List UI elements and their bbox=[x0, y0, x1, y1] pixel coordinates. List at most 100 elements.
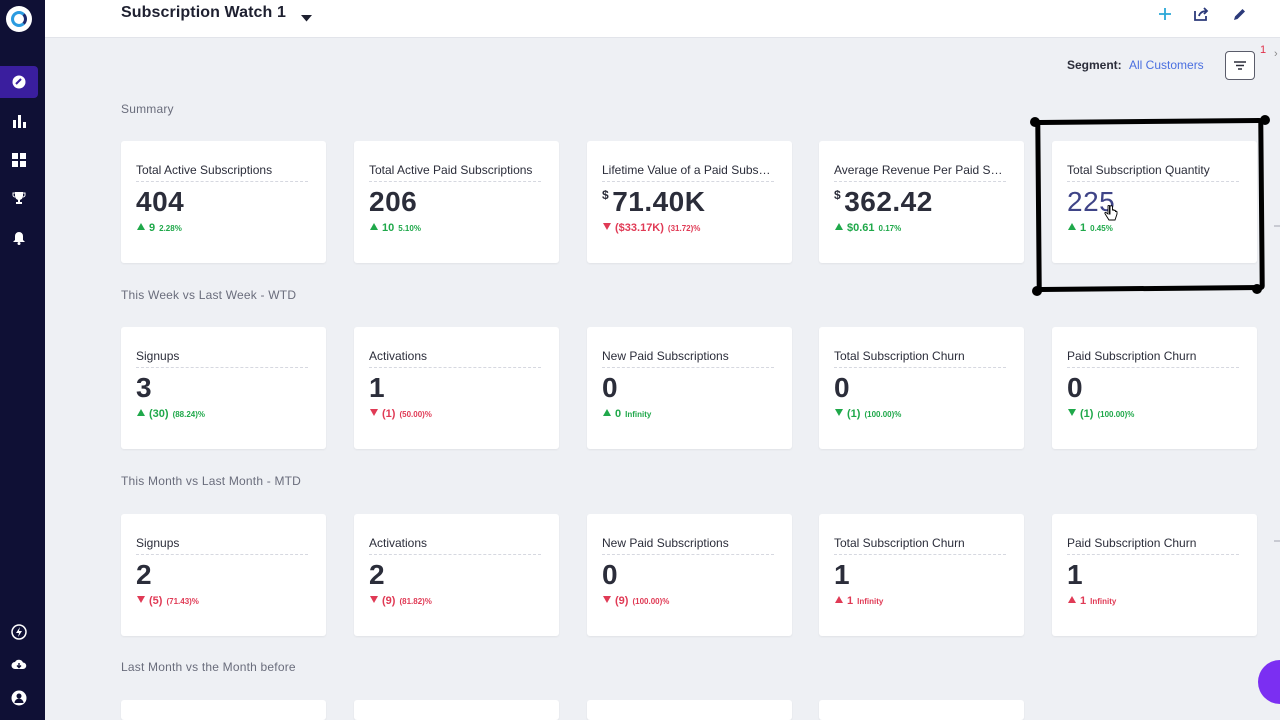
card-delta: ($33.17K) (31.72)% bbox=[603, 222, 700, 234]
metric-card[interactable]: Paid Subscription Churn 1 1 Infinity bbox=[1052, 514, 1257, 636]
top-header: Subscription Watch 1 bbox=[45, 0, 1280, 38]
card-value: 0 bbox=[1067, 372, 1084, 403]
metric-card[interactable]: Signups 3 (30) (88.24)% bbox=[121, 327, 326, 449]
metric-card[interactable]: Activations 2 (9) (81.82)% bbox=[354, 514, 559, 636]
section-title-summary: Summary bbox=[121, 102, 174, 116]
dashboard-title[interactable]: Subscription Watch 1 bbox=[121, 4, 286, 21]
card-title: Signups bbox=[136, 349, 308, 368]
trend-down-icon bbox=[603, 223, 611, 230]
card-value: 1 bbox=[1067, 559, 1084, 590]
card-value: 1 bbox=[834, 559, 851, 590]
card-value: 225 bbox=[1067, 186, 1116, 217]
right-panel-edge: › bbox=[1274, 48, 1278, 60]
annotation-corner bbox=[1030, 117, 1040, 127]
annotation-corner bbox=[1252, 284, 1262, 294]
metric-card[interactable]: Activations 1 (1) (50.00)% bbox=[354, 327, 559, 449]
card-delta: (30) (88.24)% bbox=[137, 408, 205, 420]
trophy-icon[interactable] bbox=[0, 188, 38, 208]
trend-down-icon bbox=[835, 409, 843, 416]
filter-button[interactable] bbox=[1225, 51, 1255, 80]
section-title-mtd: This Month vs Last Month - MTD bbox=[121, 474, 302, 488]
card-delta: (1) (100.00)% bbox=[835, 408, 901, 420]
plus-icon[interactable] bbox=[1155, 5, 1175, 23]
metric-card[interactable]: Total Active Paid Subscriptions 206 10 5.… bbox=[354, 141, 559, 263]
card-title: Average Revenue Per Paid Subscription bbox=[834, 163, 1006, 182]
section-title-last-month: Last Month vs the Month before bbox=[121, 660, 296, 674]
lightning-icon[interactable] bbox=[0, 622, 38, 642]
segment-selector[interactable]: All Customers bbox=[1129, 58, 1204, 72]
card-value: 0 bbox=[602, 372, 619, 403]
card-title: Total Subscription Churn bbox=[834, 349, 1006, 368]
card-value: 2 bbox=[369, 559, 386, 590]
card-value: 206 bbox=[369, 186, 418, 217]
card-delta: 10 5.10% bbox=[370, 222, 421, 234]
card-title: Total Active Subscriptions bbox=[136, 163, 308, 182]
trend-down-icon bbox=[137, 596, 145, 603]
metric-card[interactable]: Total Subscription Quantity 225 1 0.45% bbox=[1052, 141, 1257, 263]
metric-card[interactable]: Total Subscription Churn 1 1 Infinity bbox=[819, 514, 1024, 636]
card-value: 1 bbox=[369, 372, 386, 403]
card-delta: 1 0.45% bbox=[1068, 222, 1113, 234]
card-title: Paid Subscription Churn bbox=[1067, 349, 1239, 368]
next-column-edge bbox=[1274, 225, 1280, 233]
card-delta: (1) (100.00)% bbox=[1068, 408, 1134, 420]
metric-card[interactable]: Paid Subscription Churn 0 (1) (100.00)% bbox=[1052, 327, 1257, 449]
share-icon[interactable] bbox=[1192, 5, 1212, 23]
annotation-corner bbox=[1260, 115, 1270, 125]
card-value: $71.40K bbox=[602, 186, 706, 217]
card-title: Lifetime Value of a Paid Subscription bbox=[602, 163, 774, 182]
segment-label: Segment: bbox=[1067, 58, 1122, 72]
hand-cursor-icon bbox=[1104, 204, 1118, 228]
section-title-wtd: This Week vs Last Week - WTD bbox=[121, 288, 297, 302]
metric-card[interactable] bbox=[354, 700, 559, 720]
trend-down-icon bbox=[370, 596, 378, 603]
card-title: Activations bbox=[369, 536, 541, 555]
metric-card[interactable] bbox=[121, 700, 326, 720]
grid-icon[interactable] bbox=[0, 150, 38, 170]
annotation-highlight-box bbox=[1035, 118, 1265, 292]
app-logo[interactable] bbox=[6, 6, 32, 32]
card-delta: (9) (100.00)% bbox=[603, 595, 669, 607]
card-delta: 1 Infinity bbox=[1068, 595, 1116, 607]
bar-chart-icon[interactable] bbox=[0, 111, 38, 131]
trend-down-icon bbox=[603, 596, 611, 603]
metric-card[interactable]: Signups 2 (5) (71.43)% bbox=[121, 514, 326, 636]
metric-card[interactable]: New Paid Subscriptions 0 0 Infinity bbox=[587, 327, 792, 449]
user-avatar-icon[interactable] bbox=[0, 688, 38, 708]
metric-card[interactable]: Lifetime Value of a Paid Subscription $7… bbox=[587, 141, 792, 263]
metric-card[interactable]: Average Revenue Per Paid Subscription $3… bbox=[819, 141, 1024, 263]
cloud-download-icon[interactable] bbox=[0, 655, 38, 675]
sidebar bbox=[0, 0, 45, 720]
card-title: Activations bbox=[369, 349, 541, 368]
trend-down-icon bbox=[370, 409, 378, 416]
card-title: New Paid Subscriptions bbox=[602, 536, 774, 555]
dashboard-icon[interactable] bbox=[0, 72, 38, 92]
trend-up-icon bbox=[835, 223, 843, 230]
help-chat-button[interactable] bbox=[1258, 660, 1280, 704]
pencil-icon[interactable] bbox=[1229, 5, 1249, 23]
bell-icon[interactable] bbox=[0, 228, 38, 248]
card-title: Signups bbox=[136, 536, 308, 555]
trend-up-icon bbox=[835, 596, 843, 603]
metric-card[interactable]: Total Subscription Churn 0 (1) (100.00)% bbox=[819, 327, 1024, 449]
metric-card[interactable]: Total Active Subscriptions 404 9 2.28% bbox=[121, 141, 326, 263]
card-title: Paid Subscription Churn bbox=[1067, 536, 1239, 555]
card-delta: (5) (71.43)% bbox=[137, 595, 199, 607]
card-value: $362.42 bbox=[834, 186, 933, 217]
metric-card[interactable] bbox=[819, 700, 1024, 720]
card-title: New Paid Subscriptions bbox=[602, 349, 774, 368]
trend-up-icon bbox=[1068, 223, 1076, 230]
card-delta: (1) (50.00)% bbox=[370, 408, 432, 420]
card-value: 3 bbox=[136, 372, 153, 403]
chevron-down-icon[interactable] bbox=[301, 9, 312, 27]
card-value: 404 bbox=[136, 186, 185, 217]
next-column-edge bbox=[1274, 540, 1280, 548]
metric-card[interactable]: New Paid Subscriptions 0 (9) (100.00)% bbox=[587, 514, 792, 636]
card-delta: $0.61 0.17% bbox=[835, 222, 901, 234]
trend-up-icon bbox=[370, 223, 378, 230]
trend-up-icon bbox=[603, 409, 611, 416]
trend-up-icon bbox=[1068, 596, 1076, 603]
card-title: Total Subscription Churn bbox=[834, 536, 1006, 555]
metric-card[interactable] bbox=[587, 700, 792, 720]
card-delta: 1 Infinity bbox=[835, 595, 883, 607]
